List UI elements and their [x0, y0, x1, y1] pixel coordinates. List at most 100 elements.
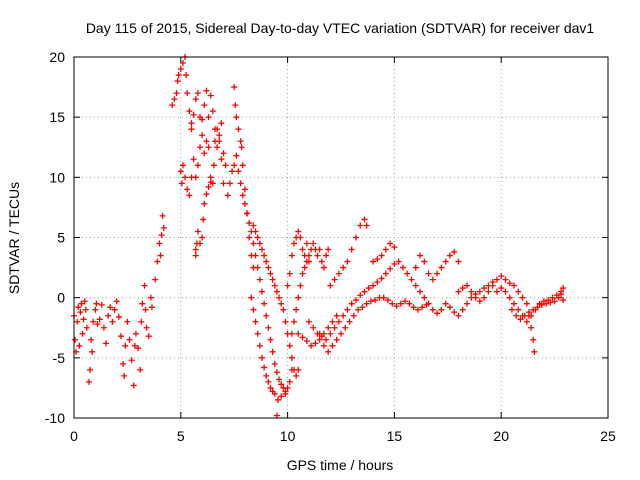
- data-point: [156, 240, 163, 247]
- data-point: [192, 246, 199, 253]
- data-point: [175, 72, 182, 79]
- data-point: [205, 114, 212, 121]
- data-point: [267, 384, 274, 391]
- data-point: [299, 270, 306, 277]
- data-point: [286, 378, 293, 385]
- data-point: [531, 348, 538, 355]
- data-point: [229, 168, 236, 175]
- data-point: [197, 240, 204, 247]
- data-point: [301, 264, 308, 271]
- data-point: [506, 294, 513, 301]
- data-point: [459, 306, 466, 313]
- data-point: [199, 116, 206, 123]
- data-point: [451, 248, 458, 255]
- data-point: [218, 156, 225, 163]
- data-point: [412, 264, 419, 271]
- data-point: [203, 138, 210, 145]
- data-point: [271, 390, 278, 397]
- data-point: [210, 162, 217, 169]
- data-point: [305, 318, 312, 325]
- data-point: [120, 360, 127, 367]
- data-point: [205, 144, 212, 151]
- data-point: [218, 120, 225, 127]
- y-tick-label: 20: [49, 49, 65, 65]
- data-point: [558, 291, 565, 298]
- data-point: [200, 216, 207, 223]
- data-point: [359, 304, 366, 311]
- data-point: [525, 309, 532, 316]
- data-point: [308, 342, 315, 349]
- data-point: [256, 276, 263, 283]
- data-point: [391, 260, 398, 267]
- data-point: [493, 276, 500, 283]
- data-point: [410, 304, 417, 311]
- data-point: [235, 126, 242, 133]
- data-point: [408, 276, 415, 283]
- data-point: [327, 282, 334, 289]
- data-point: [77, 309, 84, 316]
- data-point: [382, 270, 389, 277]
- data-point: [113, 298, 120, 305]
- data-point: [419, 304, 426, 311]
- data-point: [521, 312, 528, 319]
- data-point: [528, 324, 535, 331]
- data-point: [425, 270, 432, 277]
- data-point: [220, 180, 227, 187]
- data-point: [263, 312, 270, 319]
- data-point: [115, 313, 122, 320]
- data-point: [438, 264, 445, 271]
- x-tick-label: 0: [70, 428, 78, 444]
- data-point: [340, 264, 347, 271]
- data-point: [288, 366, 295, 373]
- data-point: [273, 288, 280, 295]
- data-point: [239, 192, 246, 199]
- data-point: [342, 324, 349, 331]
- y-tick-label: -5: [53, 350, 66, 366]
- data-point: [560, 285, 567, 292]
- data-point: [246, 220, 253, 227]
- data-point: [135, 345, 142, 352]
- data-point: [370, 258, 377, 265]
- data-point: [320, 330, 327, 337]
- data-point: [124, 318, 131, 325]
- data-point: [511, 282, 518, 289]
- data-point: [455, 288, 462, 295]
- data-point: [348, 246, 355, 253]
- data-point: [182, 174, 189, 181]
- data-point: [331, 276, 338, 283]
- data-point: [186, 108, 193, 115]
- data-point: [237, 138, 244, 145]
- data-point: [370, 282, 377, 289]
- data-point: [421, 294, 428, 301]
- data-point: [201, 102, 208, 109]
- data-point: [387, 240, 394, 247]
- data-point: [374, 256, 381, 263]
- data-point: [303, 337, 310, 344]
- data-point: [325, 348, 332, 355]
- data-point: [241, 200, 248, 207]
- data-point: [502, 288, 509, 295]
- data-point: [329, 318, 336, 325]
- data-point: [286, 342, 293, 349]
- data-point: [310, 240, 317, 247]
- data-point: [250, 306, 257, 313]
- data-point: [284, 384, 291, 391]
- data-point: [79, 330, 86, 337]
- data-point: [560, 297, 567, 304]
- data-point: [442, 300, 449, 307]
- data-point: [239, 162, 246, 169]
- data-point: [232, 102, 239, 109]
- data-point: [160, 224, 167, 231]
- data-point: [399, 264, 406, 271]
- data-point: [207, 179, 214, 186]
- y-tick-label: 0: [57, 290, 65, 306]
- data-point: [310, 324, 317, 331]
- data-point: [222, 162, 229, 169]
- data-point: [158, 232, 165, 239]
- data-point: [528, 312, 535, 319]
- data-point: [374, 279, 381, 286]
- data-point: [188, 126, 195, 133]
- data-point: [147, 294, 154, 301]
- data-point: [103, 340, 110, 347]
- data-point: [194, 228, 201, 235]
